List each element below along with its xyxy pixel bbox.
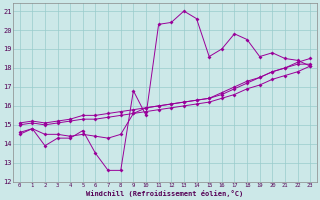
X-axis label: Windchill (Refroidissement éolien,°C): Windchill (Refroidissement éolien,°C): [86, 190, 244, 197]
